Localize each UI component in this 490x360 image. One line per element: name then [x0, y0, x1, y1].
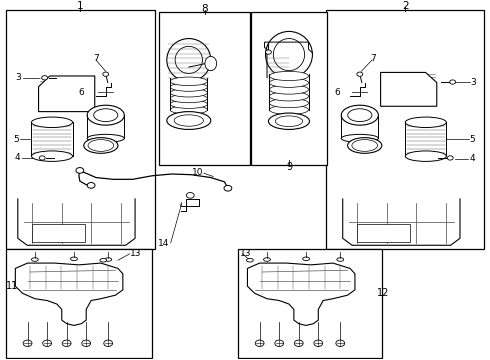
Ellipse shape — [270, 71, 309, 81]
Bar — [159, 12, 250, 165]
Bar — [357, 224, 410, 242]
Ellipse shape — [266, 31, 313, 78]
Ellipse shape — [270, 105, 309, 114]
Text: 5: 5 — [470, 135, 475, 144]
Ellipse shape — [88, 140, 114, 151]
Ellipse shape — [103, 72, 109, 76]
Ellipse shape — [275, 116, 303, 127]
Bar — [251, 12, 327, 165]
Text: 7: 7 — [93, 54, 99, 63]
Ellipse shape — [347, 138, 382, 153]
Ellipse shape — [82, 340, 91, 346]
Ellipse shape — [348, 109, 372, 122]
Ellipse shape — [314, 340, 323, 346]
Ellipse shape — [23, 340, 32, 346]
Ellipse shape — [170, 105, 207, 114]
Ellipse shape — [31, 151, 73, 161]
Ellipse shape — [175, 46, 202, 73]
Ellipse shape — [170, 100, 207, 108]
Ellipse shape — [170, 83, 207, 91]
Polygon shape — [381, 72, 437, 106]
Polygon shape — [39, 76, 95, 112]
Ellipse shape — [303, 257, 310, 261]
Ellipse shape — [170, 77, 207, 86]
Text: 9: 9 — [286, 162, 292, 171]
Polygon shape — [15, 263, 123, 325]
Ellipse shape — [273, 39, 305, 71]
Text: 14: 14 — [158, 239, 169, 248]
Ellipse shape — [270, 92, 309, 101]
Text: 11: 11 — [5, 281, 18, 291]
Ellipse shape — [39, 156, 45, 160]
Ellipse shape — [104, 340, 113, 346]
Ellipse shape — [447, 156, 453, 160]
Ellipse shape — [186, 193, 194, 198]
Ellipse shape — [269, 113, 310, 130]
Ellipse shape — [337, 258, 343, 261]
Text: 2: 2 — [402, 1, 409, 12]
Text: 3: 3 — [16, 73, 21, 82]
Text: 6: 6 — [335, 87, 340, 96]
Ellipse shape — [174, 115, 203, 126]
Ellipse shape — [405, 117, 446, 127]
Ellipse shape — [266, 50, 271, 54]
Bar — [326, 10, 485, 249]
Text: 4: 4 — [470, 154, 475, 163]
Text: 5: 5 — [14, 135, 19, 144]
Ellipse shape — [246, 258, 253, 262]
Ellipse shape — [87, 183, 95, 188]
Ellipse shape — [31, 117, 73, 127]
Ellipse shape — [167, 112, 211, 130]
Ellipse shape — [43, 340, 51, 346]
Ellipse shape — [105, 258, 112, 261]
Text: 8: 8 — [201, 4, 208, 14]
Ellipse shape — [71, 257, 77, 261]
Ellipse shape — [84, 138, 118, 153]
Ellipse shape — [31, 258, 38, 261]
Ellipse shape — [341, 105, 378, 125]
Ellipse shape — [357, 72, 363, 76]
Text: 4: 4 — [15, 153, 20, 162]
Ellipse shape — [62, 340, 71, 346]
Ellipse shape — [76, 167, 84, 173]
Ellipse shape — [100, 258, 107, 262]
Ellipse shape — [94, 109, 118, 122]
Bar — [32, 224, 85, 242]
Bar — [238, 249, 382, 357]
Bar — [5, 249, 152, 357]
Text: 13: 13 — [240, 249, 251, 258]
Ellipse shape — [224, 185, 232, 191]
Bar — [5, 10, 155, 249]
Text: 6: 6 — [78, 87, 84, 96]
Ellipse shape — [170, 89, 207, 97]
Ellipse shape — [264, 258, 270, 261]
Ellipse shape — [341, 134, 378, 142]
Ellipse shape — [255, 340, 264, 346]
Ellipse shape — [405, 151, 446, 161]
Ellipse shape — [275, 340, 284, 346]
Ellipse shape — [270, 85, 309, 94]
Text: 7: 7 — [370, 54, 376, 63]
Text: 12: 12 — [377, 288, 389, 298]
Ellipse shape — [87, 105, 124, 125]
Text: 10: 10 — [192, 168, 203, 177]
Ellipse shape — [450, 80, 456, 84]
Text: 13: 13 — [130, 249, 142, 258]
Ellipse shape — [336, 340, 344, 346]
Ellipse shape — [270, 98, 309, 108]
Ellipse shape — [205, 57, 217, 71]
Ellipse shape — [352, 140, 377, 151]
Text: 1: 1 — [77, 1, 84, 12]
Text: 3: 3 — [471, 77, 476, 86]
Ellipse shape — [87, 134, 124, 142]
Ellipse shape — [170, 94, 207, 103]
Ellipse shape — [167, 39, 211, 81]
Polygon shape — [247, 263, 355, 325]
Ellipse shape — [294, 340, 303, 346]
Ellipse shape — [270, 78, 309, 87]
Ellipse shape — [42, 76, 48, 80]
